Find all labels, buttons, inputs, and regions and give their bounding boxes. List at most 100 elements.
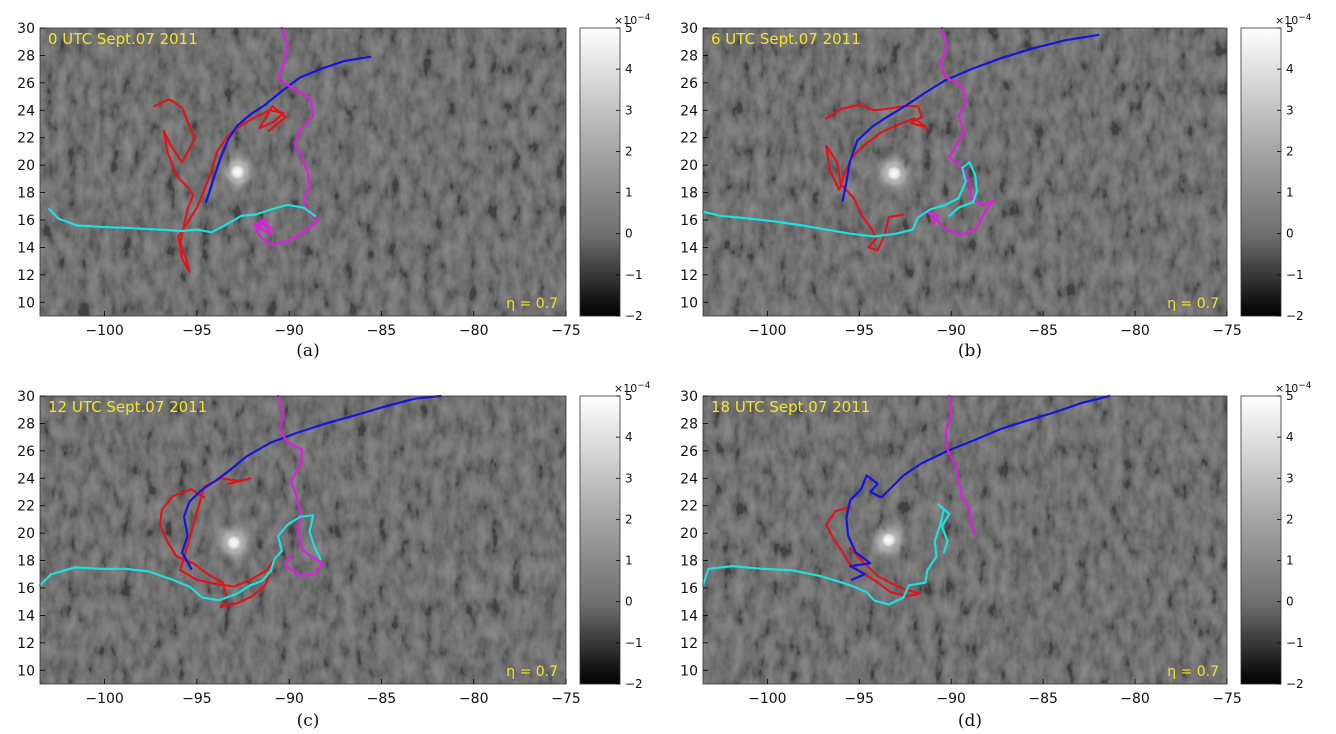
colorbar-tick-label: 5 [625, 21, 633, 35]
colorbar-tick-label: 0 [1286, 595, 1294, 609]
y-tick-label: 20 [680, 158, 698, 174]
hurricane-eye [227, 162, 248, 182]
y-tick-label: 26 [17, 444, 35, 460]
x-tick-label: −80 [1120, 691, 1150, 707]
lcs-curve-3 [944, 394, 977, 536]
y-tick-label: 14 [17, 608, 35, 624]
y-tick-label: 22 [17, 131, 35, 147]
lcs-curve-4 [701, 503, 951, 606]
colorbar-tick-label: 1 [1286, 186, 1294, 200]
hurricane-eye [884, 163, 905, 184]
x-tick-label: −80 [459, 691, 489, 707]
y-tick-label: 28 [17, 48, 35, 64]
y-tick-label: 12 [17, 268, 35, 284]
x-tick-label: −95 [845, 691, 875, 707]
lcs-curve-3 [277, 394, 324, 577]
field-texture [703, 396, 1227, 684]
eta-annotation: η = 0.7 [506, 296, 558, 312]
lcs-curve-2 [845, 394, 1111, 581]
lcs-curve-2 [205, 55, 372, 204]
lcs-curve-4 [38, 514, 322, 602]
y-tick-label: 14 [17, 240, 35, 256]
colorbar-tick-label: 3 [625, 471, 633, 485]
plot-frame [39, 27, 567, 317]
panel-d: −100 −95 −90 −85 −80 −75101214161820222426283… [680, 381, 1312, 731]
field-texture [40, 396, 566, 684]
y-tick-label: 28 [17, 416, 35, 432]
colorbar-tick-label: 4 [625, 430, 633, 444]
colorbar-tick-label: 3 [1286, 103, 1294, 117]
colorbar-tick-label: 1 [625, 186, 633, 200]
hurricane-eye [878, 530, 899, 550]
y-tick-label: 24 [17, 103, 35, 119]
y-tick-label: 12 [680, 268, 698, 284]
x-tick-label: −95 [845, 323, 875, 339]
panel-title: 6 UTC Sept.07 2011 [711, 30, 861, 48]
colorbar-tick-label: 5 [625, 389, 633, 403]
y-tick-label: 18 [680, 554, 698, 570]
colorbar-exponent-power: −4 [637, 13, 651, 23]
colorbar [579, 395, 621, 685]
x-tick-label: −85 [1028, 323, 1058, 339]
lcs-curve-4 [48, 203, 317, 234]
colorbar-tick-label: 5 [1286, 389, 1294, 403]
lcs-curve-4 [701, 161, 979, 238]
y-tick-label: 20 [17, 526, 35, 542]
y-tick-label: 12 [17, 636, 35, 652]
panel-b: −100 −95 −90 −85 −80 −75101214161820222426283… [680, 13, 1312, 361]
x-tick-label: −100 [85, 323, 123, 339]
y-tick-label: 28 [680, 48, 698, 64]
colorbar [1240, 395, 1282, 685]
y-tick-label: 10 [680, 663, 698, 679]
y-tick-label: 28 [680, 416, 698, 432]
colorbar-exponent: ×10−4 [1275, 13, 1312, 27]
colorbar-tick-label: −1 [625, 268, 643, 282]
colorbar [579, 27, 621, 317]
y-tick-label: 18 [17, 554, 35, 570]
y-tick-label: 24 [680, 103, 698, 119]
colorbar-exponent: ×10−4 [1275, 381, 1312, 395]
colorbar-tick-label: −1 [1286, 268, 1304, 282]
hurricane-eye [223, 532, 244, 553]
x-tick-label: −100 [748, 691, 786, 707]
y-tick-label: 30 [17, 389, 35, 405]
colorbar-tick-label: −2 [1286, 677, 1304, 691]
eta-annotation: η = 0.7 [1167, 664, 1219, 680]
x-tick-label: −100 [748, 323, 786, 339]
y-tick-label: 16 [17, 213, 35, 229]
lcs-curve-2 [841, 33, 1100, 202]
panel-title: 12 UTC Sept.07 2011 [48, 398, 207, 416]
panel-c: −100 −95 −90 −85 −80 −75101214161820222426283… [17, 381, 651, 731]
x-tick-label: −90 [936, 691, 966, 707]
colorbar-exponent-power: −4 [637, 381, 651, 391]
x-tick-label: −90 [274, 323, 304, 339]
plot-frame [702, 395, 1228, 685]
y-tick-label: 24 [680, 471, 698, 487]
colorbar-tick-label: 2 [625, 512, 633, 526]
y-tick-label: 18 [680, 186, 698, 202]
lcs-curve-3 [253, 26, 320, 246]
y-tick-label: 18 [17, 186, 35, 202]
colorbar-tick-label: 3 [1286, 471, 1294, 485]
x-tick-label: −75 [1212, 323, 1242, 339]
colorbar-tick-label: 0 [625, 595, 633, 609]
y-tick-label: 22 [680, 499, 698, 515]
x-tick-label: −90 [274, 691, 304, 707]
eta-annotation: η = 0.7 [1167, 296, 1219, 312]
colorbar-tick-label: 0 [625, 227, 633, 241]
y-tick-label: 16 [680, 213, 698, 229]
x-tick-label: −85 [367, 691, 397, 707]
colorbar-tick-label: 1 [1286, 554, 1294, 568]
colorbar-tick-label: 4 [1286, 430, 1294, 444]
colorbar-tick-label: 4 [1286, 62, 1294, 76]
plot-frame [702, 27, 1228, 317]
panel-a: −100 −95 −90 −85 −80 −75101214161820222426283… [17, 13, 651, 361]
x-tick-label: −100 [85, 691, 123, 707]
y-tick-label: 10 [17, 295, 35, 311]
lcs-curve-1 [158, 477, 276, 609]
field-texture [40, 28, 566, 316]
panel-caption: (b) [958, 341, 982, 361]
colorbar-tick-label: 2 [1286, 144, 1294, 158]
colorbar-exponent: ×10−4 [614, 381, 651, 395]
